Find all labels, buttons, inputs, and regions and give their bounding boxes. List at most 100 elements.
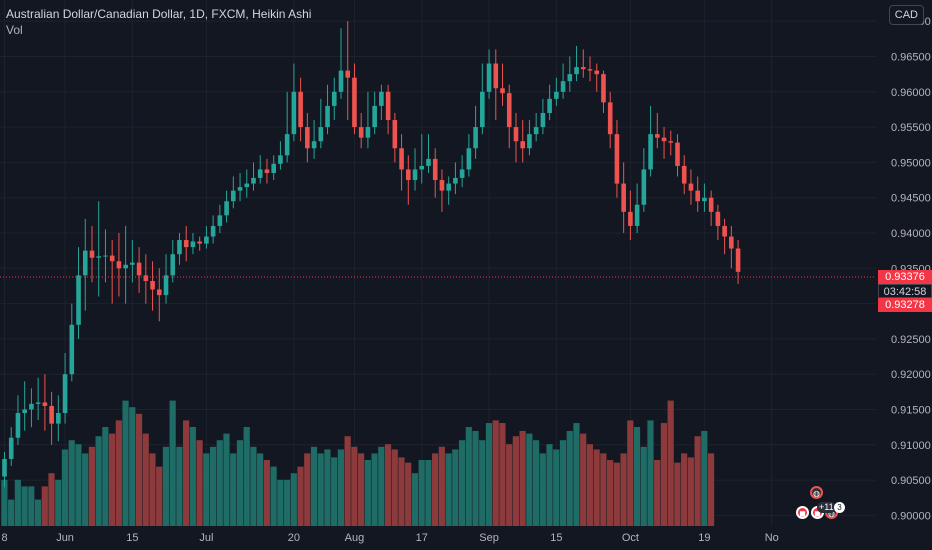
volume-bar bbox=[660, 423, 668, 526]
countdown-tag: 03:42:58 bbox=[878, 284, 932, 299]
candle-body bbox=[331, 91, 337, 106]
candle-body bbox=[210, 225, 216, 237]
volume-bar bbox=[236, 440, 244, 526]
volume-bar bbox=[627, 420, 634, 526]
volume-bar bbox=[425, 460, 432, 526]
time-tick-label: 15 bbox=[126, 532, 138, 544]
candle-body bbox=[560, 81, 566, 92]
candle-body bbox=[325, 105, 330, 128]
volume-bar bbox=[351, 446, 358, 526]
price-tick-label: 0.95000 bbox=[891, 157, 931, 169]
volume-bar bbox=[75, 444, 82, 526]
candle-body bbox=[278, 155, 283, 164]
globe-event-icon[interactable]: ◍ bbox=[810, 486, 823, 499]
candle-body bbox=[634, 204, 640, 226]
candle-body bbox=[668, 141, 674, 143]
candle-body bbox=[345, 70, 351, 78]
volume-bar bbox=[156, 466, 163, 526]
flag-event-icon[interactable]: ◼ bbox=[796, 506, 809, 519]
candle-body bbox=[641, 169, 647, 205]
candle-body bbox=[190, 241, 196, 248]
volume-bar bbox=[95, 436, 102, 526]
volume-bar bbox=[526, 433, 533, 526]
volume-bar bbox=[384, 444, 392, 526]
volume-bar bbox=[600, 453, 607, 526]
event-badge[interactable]: 3 bbox=[834, 502, 845, 513]
volume-bar bbox=[512, 436, 519, 526]
time-tick-label: Aug bbox=[345, 532, 365, 544]
candle-body bbox=[406, 169, 411, 181]
volume-bar bbox=[290, 473, 297, 526]
volume-bar bbox=[230, 453, 237, 526]
low-price-tag: 0.93278 bbox=[878, 298, 932, 313]
volume-bar bbox=[674, 462, 681, 526]
volume-bar bbox=[82, 453, 89, 526]
volume-bar bbox=[344, 436, 351, 526]
volume-bar bbox=[378, 446, 385, 526]
volume-label[interactable]: Vol bbox=[6, 23, 23, 37]
candle-body bbox=[177, 240, 182, 255]
candle-body bbox=[379, 91, 384, 106]
candle-body bbox=[2, 458, 7, 477]
price-tick-label: 0.90000 bbox=[891, 510, 931, 522]
volume-bar bbox=[499, 423, 506, 526]
candle-body bbox=[527, 134, 532, 149]
currency-badge[interactable]: CAD bbox=[888, 5, 924, 25]
candle-body bbox=[170, 254, 176, 276]
volume-bar bbox=[492, 420, 499, 526]
candle-body bbox=[49, 405, 54, 424]
candle-body bbox=[62, 374, 68, 414]
volume-bar bbox=[411, 473, 419, 526]
candle-body bbox=[352, 77, 357, 128]
volume-bar bbox=[61, 449, 69, 526]
volume-bar bbox=[209, 446, 217, 526]
candle-body bbox=[96, 256, 102, 258]
candle-body bbox=[163, 275, 169, 296]
volume-bar bbox=[357, 453, 365, 526]
candle-body bbox=[453, 177, 458, 184]
candle-body bbox=[729, 236, 734, 249]
candle-body bbox=[237, 187, 243, 191]
candle-body bbox=[76, 275, 81, 325]
candle-body bbox=[594, 70, 600, 75]
candle-body bbox=[506, 93, 512, 128]
symbol-title[interactable]: Australian Dollar/Canadian Dollar, 1D, F… bbox=[6, 7, 312, 21]
time-axis[interactable]: 8 Jun 15 Jul 20 Aug 17 Sep 15 Oct 19 No bbox=[1, 532, 778, 544]
candle-body bbox=[311, 141, 317, 149]
volume-bar bbox=[573, 423, 580, 526]
candle-body bbox=[22, 409, 27, 414]
volume-bar bbox=[654, 460, 661, 526]
candle-body bbox=[648, 134, 653, 170]
volume-bar bbox=[108, 433, 116, 526]
volume-bar bbox=[34, 499, 42, 526]
volume-bars bbox=[1, 400, 715, 526]
time-tick-label: 17 bbox=[416, 532, 428, 544]
candle-body bbox=[29, 403, 34, 410]
volume-bar bbox=[593, 449, 600, 526]
candle-body bbox=[69, 324, 75, 375]
time-tick-label: Oct bbox=[622, 532, 639, 544]
candle-body bbox=[681, 165, 687, 184]
volume-bar bbox=[270, 466, 277, 526]
time-tick-label: Jul bbox=[199, 532, 213, 544]
candle-body bbox=[197, 241, 202, 244]
volume-bar bbox=[438, 446, 445, 526]
candle-body bbox=[702, 197, 707, 202]
candle-body bbox=[540, 112, 546, 128]
volume-bar bbox=[398, 457, 405, 526]
time-tick-label: Jun bbox=[56, 532, 74, 544]
price-tick-label: 0.94000 bbox=[891, 228, 931, 240]
volume-bar bbox=[472, 430, 479, 526]
volume-bar bbox=[371, 453, 378, 526]
candle-body bbox=[318, 127, 324, 142]
candle-body bbox=[580, 67, 586, 70]
candle-body bbox=[419, 165, 425, 170]
candle-body bbox=[231, 190, 236, 202]
volume-bar bbox=[667, 400, 674, 526]
price-tick-label: 0.96000 bbox=[891, 87, 931, 99]
event-count[interactable]: +11 bbox=[817, 502, 836, 513]
candle-body bbox=[251, 177, 256, 184]
candle-body bbox=[82, 250, 88, 276]
price-tick-label: 0.95500 bbox=[891, 122, 931, 134]
